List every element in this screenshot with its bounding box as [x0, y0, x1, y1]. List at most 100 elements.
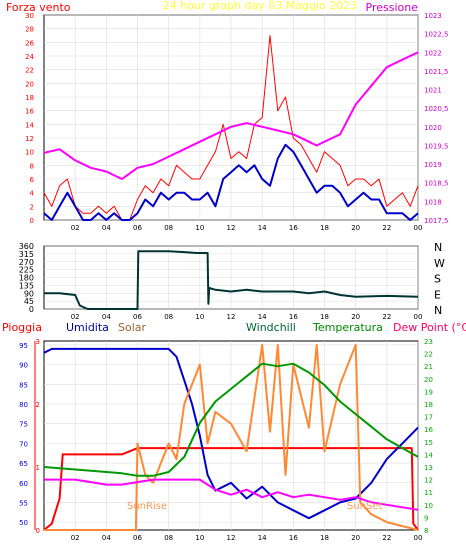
y-tick-label: 26: [25, 39, 34, 47]
series-line: [43, 347, 419, 520]
y2-tick-label: 1021: [424, 87, 442, 95]
y2-tick-label: 19: [424, 388, 433, 396]
y2-tick-label: 12: [424, 477, 433, 485]
y-tick-label: 75: [19, 421, 28, 429]
x-tick-label: 16: [289, 313, 298, 321]
x-tick-label: 22: [382, 534, 391, 542]
y2-tick-label: 15: [424, 439, 433, 447]
legend-temperature: Temperatura: [312, 321, 383, 334]
y2-tick-label: 9: [424, 514, 428, 522]
x-tick-label: 14: [258, 534, 267, 542]
y-tick-label: 20: [25, 80, 34, 88]
y2-tick-label: 1023: [424, 12, 442, 20]
y-tick-label: 45: [24, 297, 34, 306]
legend-rain: Pioggia: [2, 321, 42, 334]
compass-label: N: [434, 304, 442, 317]
y-tick-label: 28: [25, 26, 34, 34]
y-tick-label: 2: [30, 203, 34, 211]
y2-tick-label: 14: [424, 451, 433, 459]
y-tick-label: 135: [19, 281, 34, 290]
y2-tick-label: 8: [424, 527, 428, 535]
annotation-sunset: SunSet: [347, 501, 383, 512]
y-tick-label: 315: [19, 250, 34, 259]
y2-tick-label: 1018,5: [424, 180, 449, 188]
rain-tick-label: 1: [36, 464, 40, 472]
y2-tick-label: 1017,5: [424, 217, 449, 225]
y2-tick-label: 20: [424, 376, 433, 384]
y-tick-label: 65: [19, 460, 28, 468]
series-line: [44, 343, 419, 531]
y2-tick-label: 16: [424, 426, 433, 434]
y-tick-label: 90: [24, 289, 34, 298]
x-tick-label: 20: [351, 534, 360, 542]
series-line: [44, 250, 419, 310]
y-tick-label: 180: [19, 274, 34, 283]
rain-tick-label: 2: [36, 401, 40, 409]
y-tick-label: 270: [19, 258, 34, 267]
x-tick-label: 08: [164, 534, 173, 542]
y-tick-label: 0: [29, 305, 34, 314]
series-line: [43, 143, 419, 221]
y2-tick-label: 18: [424, 401, 433, 409]
series-line: [44, 478, 419, 511]
y2-tick-label: 17: [424, 414, 433, 422]
x-tick-label: 18: [320, 313, 329, 321]
y-tick-label: 90: [19, 362, 28, 370]
x-tick-label: 12: [227, 534, 236, 542]
compass-label: S: [434, 273, 441, 286]
y2-tick-label: 23: [424, 338, 433, 346]
x-tick-label: 06: [133, 313, 142, 321]
series-line: [43, 35, 419, 221]
x-tick-label: 00: [414, 224, 423, 232]
x-tick-label: 02: [71, 313, 80, 321]
x-tick-label: 14: [258, 224, 267, 232]
x-tick-label: 02: [71, 224, 80, 232]
x-tick-label: 22: [382, 224, 391, 232]
x-tick-label: 04: [102, 313, 111, 321]
x-tick-label: 12: [227, 224, 236, 232]
compass-label: N: [434, 241, 442, 254]
y-tick-label: 16: [25, 108, 34, 116]
x-tick-label: 10: [195, 313, 204, 321]
chart-title: 24 hour graph day 03 Maggio 2023: [163, 0, 358, 12]
rain-tick-label: 3: [36, 338, 40, 346]
y-tick-label: 22: [25, 67, 34, 75]
y2-tick-label: 22: [424, 351, 433, 359]
compass-label: E: [434, 288, 441, 301]
pressure-axis-label: Pressione: [366, 1, 419, 14]
y-tick-label: 95: [19, 342, 28, 350]
y2-tick-label: 11: [424, 489, 433, 497]
y-tick-label: 360: [19, 242, 34, 251]
series-line: [43, 362, 419, 477]
y2-tick-label: 21: [424, 363, 433, 371]
y2-tick-label: 1019: [424, 161, 442, 169]
wind-pressure-panel: 0246810121416182022242628301017,51018101…: [25, 12, 448, 232]
y-tick-label: 50: [19, 519, 28, 527]
x-tick-label: 18: [320, 224, 329, 232]
y-tick-label: 14: [25, 121, 34, 129]
y-tick-label: 80: [19, 401, 28, 409]
x-tick-label: 10: [195, 534, 204, 542]
y2-tick-label: 13: [424, 464, 433, 472]
x-tick-label: 04: [102, 534, 111, 542]
x-tick-label: 12: [227, 313, 236, 321]
rain-tick-label: 0: [36, 527, 40, 535]
y2-tick-label: 10: [424, 502, 433, 510]
x-tick-label: 08: [164, 313, 173, 321]
y-tick-label: 85: [19, 381, 28, 389]
y-tick-label: 18: [25, 94, 34, 102]
x-tick-label: 06: [133, 534, 142, 542]
rain-humidity-temperature-panel: 5055606570758085909501238910111213141516…: [19, 338, 433, 542]
y2-tick-label: 1020,5: [424, 105, 449, 113]
y-tick-label: 12: [25, 135, 34, 143]
y2-tick-label: 1018: [424, 198, 442, 206]
x-tick-label: 06: [133, 224, 142, 232]
x-tick-label: 08: [164, 224, 173, 232]
compass-label: W: [434, 257, 445, 270]
y2-tick-label: 1020: [424, 124, 442, 132]
y2-tick-label: 1019,5: [424, 142, 449, 150]
x-tick-label: 20: [351, 313, 360, 321]
y-tick-label: 0: [30, 217, 34, 225]
legend-solar: Solar: [118, 321, 147, 334]
